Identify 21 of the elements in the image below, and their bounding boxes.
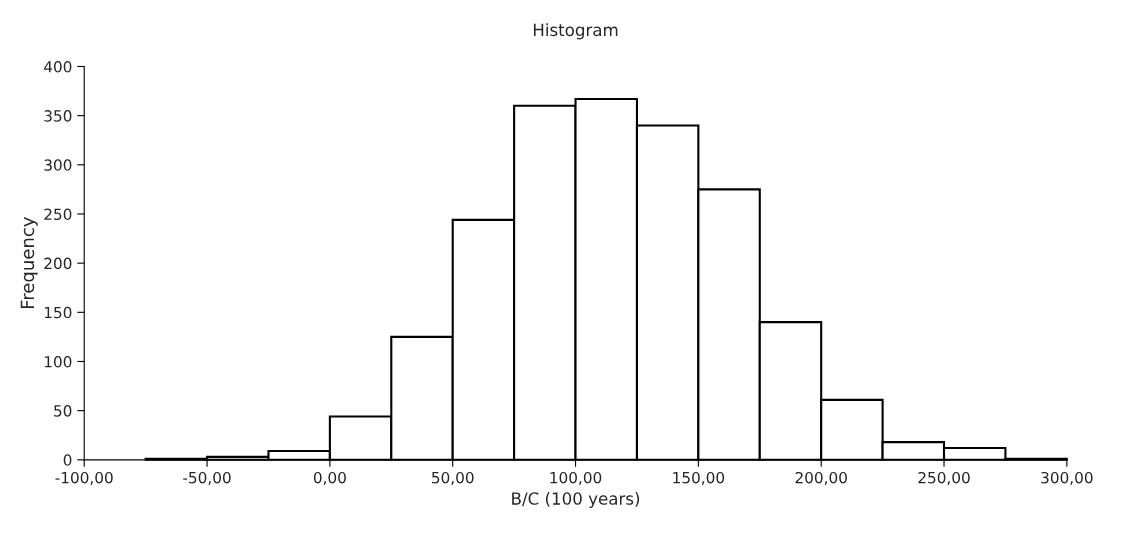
y-tick-label: 200: [44, 257, 72, 270]
x-tick-label: 100,00: [550, 471, 602, 486]
chart-title: Histogram: [533, 23, 618, 40]
x-tick-label: 250,00: [918, 471, 970, 486]
x-tick-label: 0,00: [313, 471, 346, 486]
y-tick-label: 150: [44, 306, 72, 319]
x-tick-label: 50,00: [432, 471, 474, 486]
y-tick-label: 50: [54, 405, 72, 417]
x-tick-label: 300,00: [1041, 471, 1093, 486]
x-tick-label: 200,00: [795, 471, 847, 486]
y-axis-title: Frequency: [20, 217, 38, 309]
y-tick-label: 100: [44, 355, 72, 368]
x-tick-label: 150,00: [673, 471, 725, 486]
y-tick-label: 350: [44, 110, 72, 122]
y-tick-label: 300: [44, 159, 72, 171]
x-tick-label: -50,00: [183, 471, 231, 486]
y-tick-label: 0: [63, 454, 72, 466]
x-tick-label: -100,00: [55, 471, 113, 486]
x-axis-title: B/C (100 years): [512, 491, 640, 509]
y-tick-label: 400: [44, 60, 72, 73]
y-tick-label: 250: [44, 208, 72, 220]
